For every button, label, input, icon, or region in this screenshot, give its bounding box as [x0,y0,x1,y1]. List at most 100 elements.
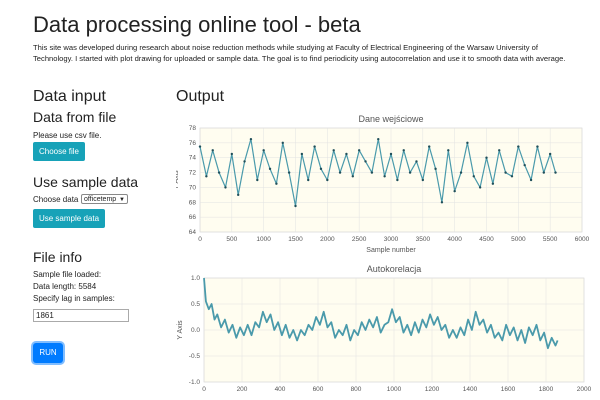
autocorrelation-chart: Autokorelacja 0 200 400 600 800 1000 1200 1400 16… [177,264,592,393]
y-tick-label: 0.5 [191,301,200,308]
run-button[interactable]: RUN [33,343,63,363]
data-point [319,167,323,171]
y-tick-label: 68 [189,199,197,206]
y-tick-label: 64 [189,229,197,236]
data-point [332,149,335,152]
x-tick-label: 1200 [425,386,440,393]
data-point [421,178,425,182]
x-tick-label: 2000 [577,386,592,393]
data-point [268,167,272,171]
data-point [294,204,297,208]
data-point [345,152,348,156]
y-axis-label: Y Axis [176,170,180,190]
data-point [326,178,329,182]
data-point [453,189,456,193]
sample-data-select[interactable]: officetemp ▼ [81,194,128,204]
use-sample-data-button[interactable]: Use sample data [33,209,105,228]
lag-label: Specify lag in samples: [33,294,115,303]
data-point [408,171,412,174]
data-input-heading: Data input [33,88,106,105]
data-point [466,141,469,145]
data-point [485,156,488,159]
x-tick-label: 1000 [387,386,402,393]
data-point [243,160,246,163]
x-tick-label: 200 [237,386,248,393]
data-point [536,145,539,148]
x-tick-label: 600 [313,386,324,393]
x-tick-label: 1800 [539,386,554,393]
y-tick-label: -1.0 [189,379,201,386]
data-point [498,149,501,152]
y-tick-label: 74 [189,155,197,162]
data-point [351,175,354,178]
output-heading: Output [176,88,225,105]
data-point [281,141,284,145]
data-point [300,152,304,156]
x-tick-label: 400 [275,386,286,393]
csv-hint: Please use csv file. [33,131,102,140]
data-point [377,137,380,141]
data-point [211,149,214,152]
data-point [428,145,431,148]
lag-input[interactable]: 1861 [33,309,129,322]
data-point [287,171,291,174]
data-point [548,152,552,156]
data-point [338,171,342,174]
y-tick-label: -0.5 [189,353,201,360]
choose-data-label: Choose data [33,195,79,204]
sample-loaded-text: Sample file loaded: [33,270,102,279]
data-from-file-heading: Data from file [33,109,117,125]
data-length-text: Data length: 5584 [33,282,97,291]
data-point [434,167,437,171]
data-point [205,175,208,178]
x-tick-label: 1500 [288,236,303,243]
data-point [364,160,367,163]
data-point [447,149,450,152]
x-tick-label: 2000 [320,236,335,243]
data-point [249,137,253,141]
data-point [262,149,265,152]
data-point [478,186,482,189]
x-tick-label: 5000 [511,236,526,243]
chart-title: Dane wejściowe [358,114,423,124]
x-tick-label: 6000 [575,236,590,243]
data-point [415,160,418,163]
data-point [357,149,361,152]
data-point [313,145,316,148]
data-point [504,171,507,174]
data-point [510,175,514,178]
y-tick-label: 76 [189,140,197,147]
x-tick-label: 3000 [384,236,399,243]
x-tick-label: 2500 [352,236,367,243]
data-point [491,182,495,185]
x-tick-label: 1400 [463,386,478,393]
x-tick-label: 1600 [501,386,516,393]
x-tick-label: 4000 [447,236,462,243]
y-tick-label: 70 [189,184,197,191]
x-tick-label: 0 [198,236,202,243]
y-tick-label: 1.0 [191,275,200,282]
data-point [402,149,405,152]
data-point [237,193,240,197]
data-point [370,171,374,174]
x-tick-label: 5500 [543,236,558,243]
data-point [542,171,545,174]
y-tick-label: 66 [189,214,197,221]
choose-file-button[interactable]: Choose file [33,142,85,161]
series-line [203,277,559,350]
data-point [198,145,202,148]
data-point [529,178,533,182]
x-tick-label: 1000 [256,236,271,243]
x-tick-label: 500 [226,236,237,243]
file-info-heading: File info [33,249,83,265]
data-point [217,171,221,174]
x-tick-label: 4500 [479,236,494,243]
y-tick-label: 0.0 [191,327,200,334]
chart-title: Autokorelacja [367,264,422,274]
data-point [275,182,278,185]
y-tick-label: 72 [189,170,197,177]
data-point [554,171,557,174]
data-point [396,178,399,182]
chevron-down-icon: ▼ [119,197,125,203]
data-point [523,163,526,167]
